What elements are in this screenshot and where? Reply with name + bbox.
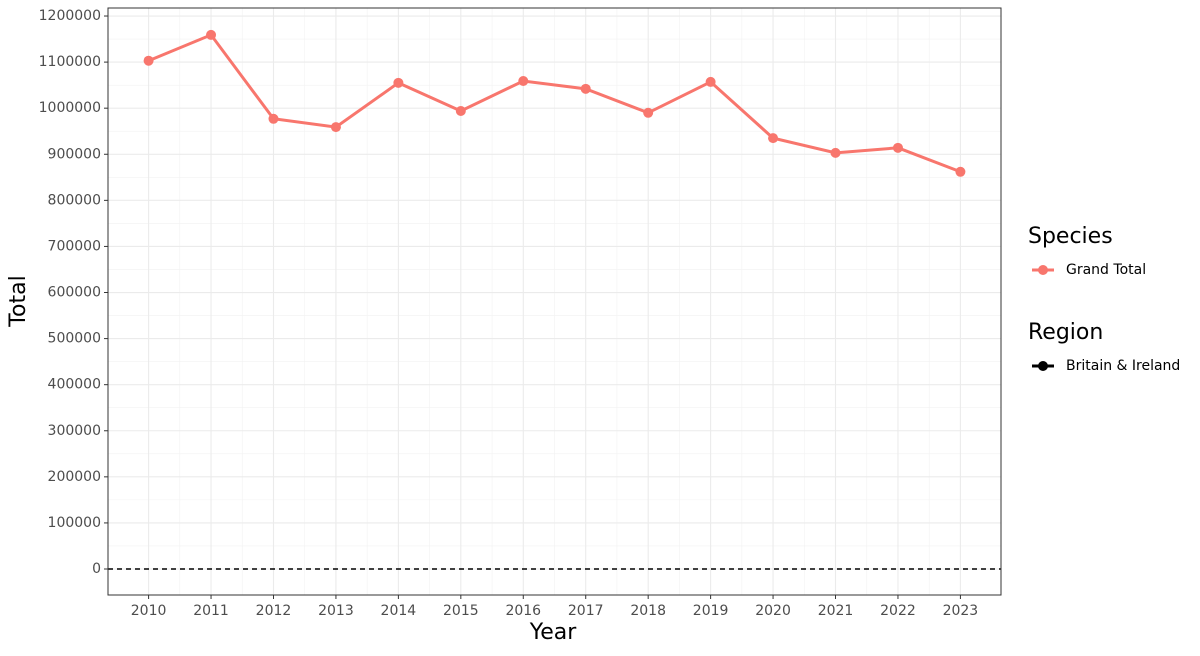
legend-label: Britain & Ireland (1066, 358, 1180, 374)
y-tick-label: 600000 (48, 285, 101, 301)
data-point (830, 147, 841, 158)
x-tick-label: 2020 (755, 603, 791, 619)
data-point (330, 122, 341, 133)
data-point (580, 83, 591, 94)
plot-border (107, 7, 1002, 596)
x-tick-label: 2021 (818, 603, 854, 619)
x-tick-label: 2017 (568, 603, 604, 619)
data-point (892, 142, 903, 153)
data-point (518, 75, 529, 86)
data-point (705, 76, 716, 87)
y-tick-label: 1100000 (39, 54, 101, 70)
y-tick-label: 300000 (48, 423, 101, 439)
legend-key-point (1038, 265, 1048, 275)
data-point (268, 113, 279, 124)
data-point (206, 29, 217, 40)
data-point (643, 107, 654, 118)
y-tick-label: 800000 (48, 192, 101, 208)
x-tick-label: 2014 (381, 603, 417, 619)
data-point (143, 55, 154, 66)
y-tick-label: 1000000 (39, 100, 101, 116)
x-axis-title: Year (529, 620, 578, 645)
legend-title: Region (1028, 320, 1103, 345)
y-tick-label: 0 (92, 561, 101, 577)
y-tick-label: 100000 (48, 515, 101, 531)
x-tick-label: 2011 (193, 603, 229, 619)
x-tick-label: 2010 (131, 603, 167, 619)
x-tick-label: 2018 (630, 603, 666, 619)
legend-title: Species (1028, 224, 1113, 249)
y-tick-label: 400000 (48, 377, 101, 393)
x-tick-label: 2023 (943, 603, 979, 619)
data-point (955, 166, 966, 177)
y-tick-label: 200000 (48, 469, 101, 485)
series-line (148, 33, 961, 174)
data-point (768, 133, 779, 144)
legend-label: Grand Total (1066, 262, 1146, 278)
y-tick-label: 500000 (48, 331, 101, 347)
x-tick-label: 2022 (880, 603, 916, 619)
y-axis-title: Total (6, 275, 31, 327)
y-tick-label: 1200000 (39, 8, 101, 24)
x-tick-label: 2019 (693, 603, 729, 619)
legend-key-point (1038, 361, 1048, 371)
x-tick-label: 2015 (443, 603, 479, 619)
x-tick-label: 2012 (256, 603, 292, 619)
data-point (455, 105, 466, 116)
data-point (393, 77, 404, 88)
y-tick-label: 900000 (48, 146, 101, 162)
x-tick-label: 2013 (318, 603, 354, 619)
x-tick-label: 2016 (505, 603, 541, 619)
y-tick-label: 700000 (48, 238, 101, 254)
